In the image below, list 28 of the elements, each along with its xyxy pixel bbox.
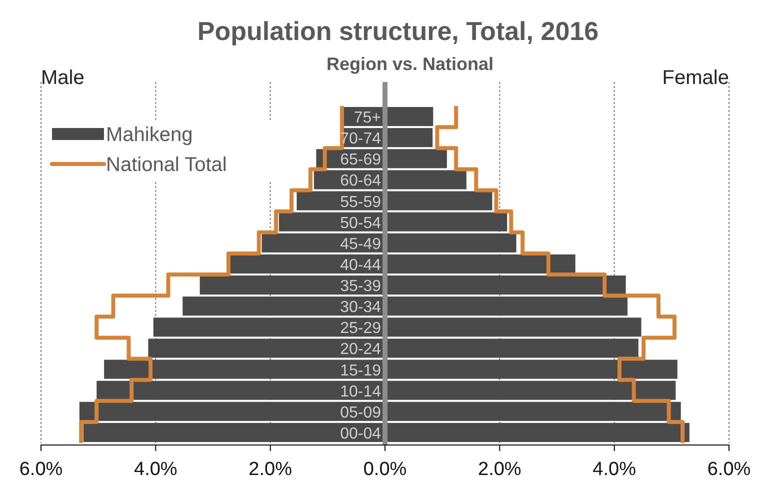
legend-label: National Total bbox=[106, 154, 227, 176]
y-tick-label: 10-14 bbox=[340, 383, 382, 400]
chart-subtitle: Region vs. National bbox=[326, 54, 494, 74]
x-tick-label: 4.0% bbox=[134, 458, 178, 480]
x-tick-label: 4.0% bbox=[592, 458, 636, 480]
y-tick-label: 60-64 bbox=[340, 172, 382, 190]
text: Female bbox=[662, 67, 729, 89]
x-tick-label: 0.0% bbox=[363, 458, 407, 480]
text: Male bbox=[41, 67, 84, 89]
y-tick-label: 05-09 bbox=[340, 404, 382, 422]
x-tick-label: 2.0% bbox=[478, 458, 522, 480]
y-tick-label: 15-19 bbox=[340, 362, 382, 380]
y-tick-label: 25-29 bbox=[340, 320, 382, 338]
y-tick-label: 75+ bbox=[354, 110, 381, 127]
y-tick-label: 35-39 bbox=[340, 278, 382, 296]
y-tick-label: 65-69 bbox=[340, 152, 382, 169]
legend-label: Mahikeng bbox=[106, 124, 193, 146]
chart-title: Population structure, Total, 2016 bbox=[197, 16, 599, 46]
x-tick-label: 6.0% bbox=[707, 458, 751, 480]
y-tick-label: 20-24 bbox=[340, 341, 382, 358]
y-tick-label: 30-34 bbox=[340, 299, 382, 316]
y-tick-label: 55-59 bbox=[340, 194, 382, 211]
y-tick-label: 40-44 bbox=[340, 256, 382, 274]
y-tick-label: 50-54 bbox=[340, 214, 382, 232]
y-tick-label: 45-49 bbox=[340, 236, 382, 253]
x-tick-label: 6.0% bbox=[19, 458, 63, 480]
y-tick-label: 00-04 bbox=[340, 425, 382, 442]
x-tick-label: 2.0% bbox=[248, 458, 292, 480]
